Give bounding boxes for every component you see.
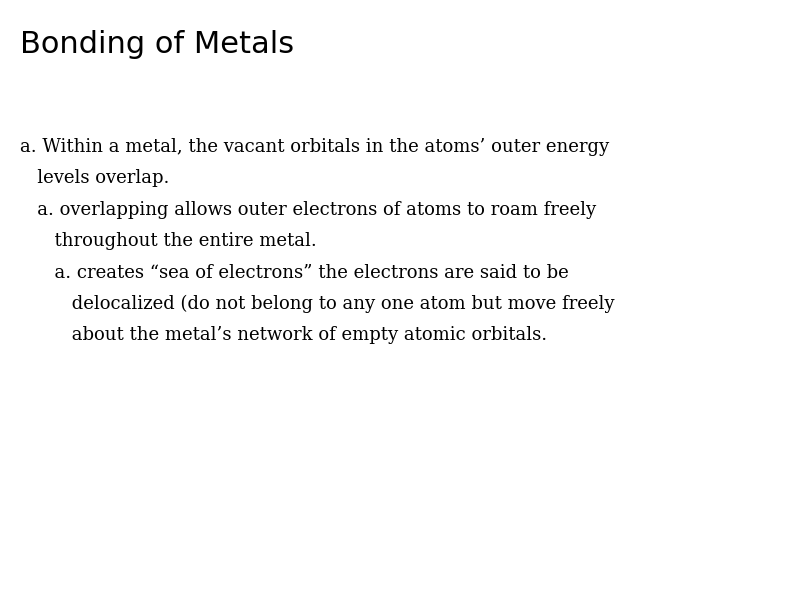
Text: a. creates “sea of electrons” the electrons are said to be: a. creates “sea of electrons” the electr… (20, 264, 569, 282)
Text: a. overlapping allows outer electrons of atoms to roam freely: a. overlapping allows outer electrons of… (20, 201, 596, 219)
Text: about the metal’s network of empty atomic orbitals.: about the metal’s network of empty atomi… (20, 326, 547, 344)
Text: a. Within a metal, the vacant orbitals in the atoms’ outer energy: a. Within a metal, the vacant orbitals i… (20, 138, 609, 156)
Text: delocalized (do not belong to any one atom but move freely: delocalized (do not belong to any one at… (20, 295, 614, 313)
Text: levels overlap.: levels overlap. (20, 169, 170, 187)
Text: Bonding of Metals: Bonding of Metals (20, 30, 294, 59)
Text: throughout the entire metal.: throughout the entire metal. (20, 232, 317, 250)
